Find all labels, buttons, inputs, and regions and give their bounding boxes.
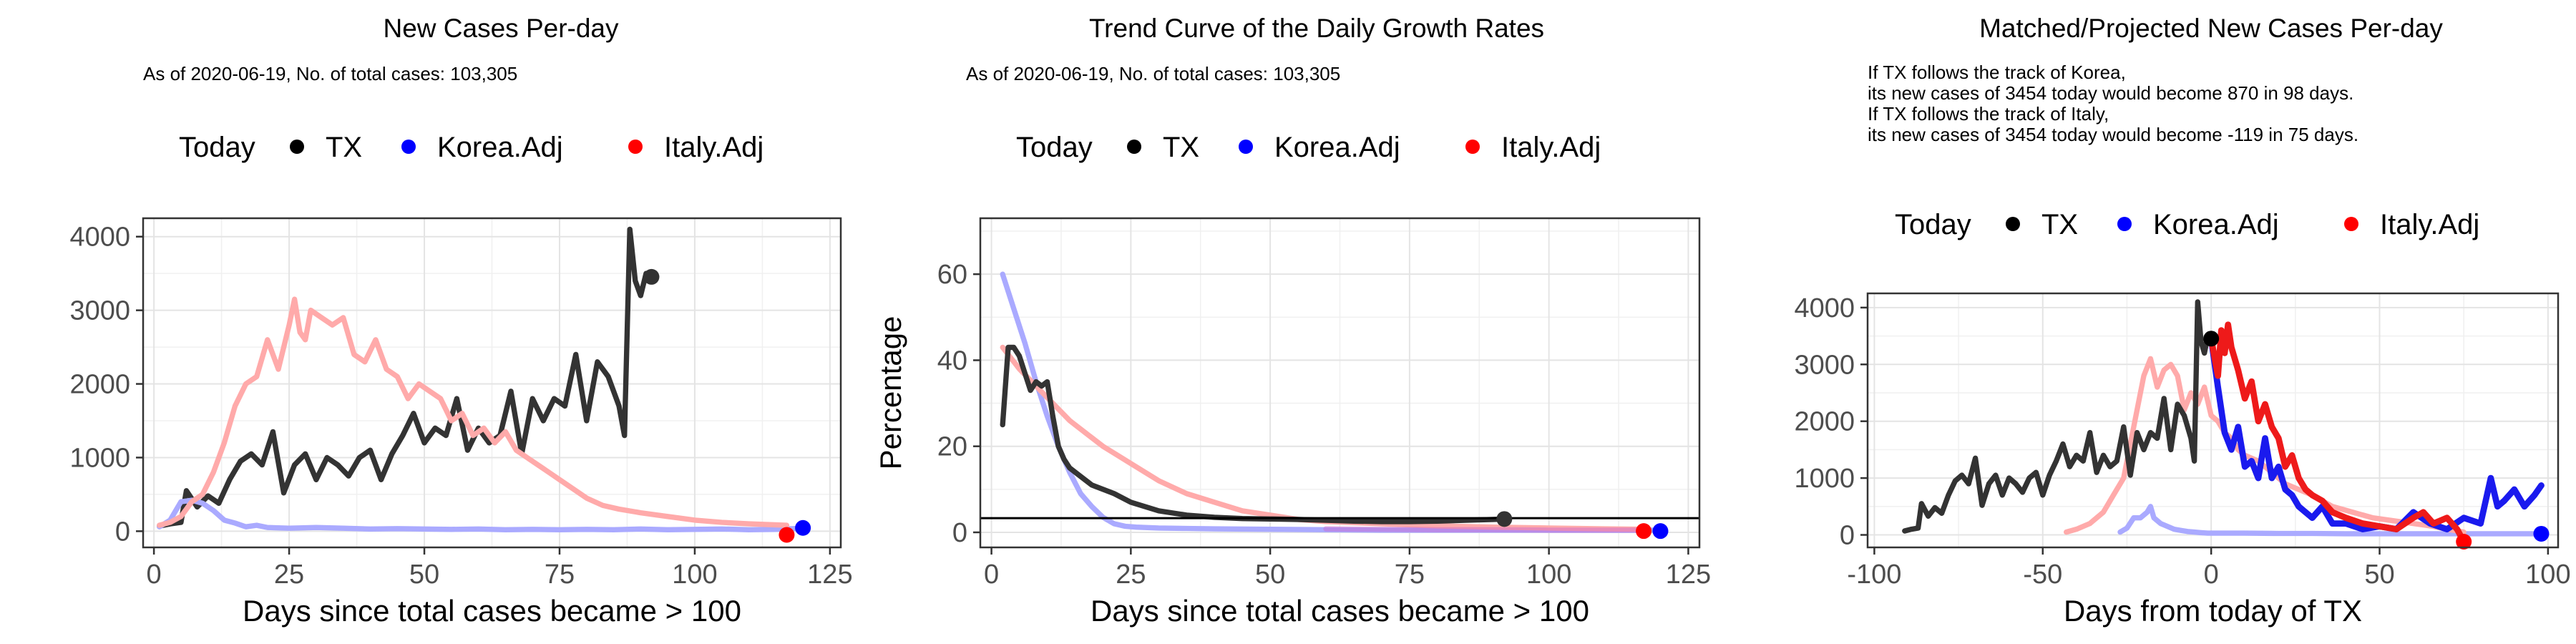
chart-title: Trend Curve of the Daily Growth Rates — [1089, 14, 1544, 43]
series-line-italy-adj-projected- — [2207, 321, 2467, 545]
chart-title: New Cases Per-day — [383, 14, 619, 43]
y-tick-label: 1000 — [1794, 464, 1855, 494]
legend-marker-italy-adj — [628, 140, 643, 154]
plot-border — [142, 217, 842, 549]
legend-label: Korea.Adj — [2153, 209, 2279, 240]
today-point-tx — [643, 268, 660, 285]
legend-label: TX — [2041, 209, 2078, 240]
x-tick-label: 75 — [545, 560, 575, 590]
annotation-line: its new cases of 3454 today would become… — [1868, 124, 2358, 145]
x-tick-label: 0 — [2204, 560, 2219, 590]
y-tick-label: 3000 — [69, 296, 130, 326]
legend-marker-korea-adj — [1239, 140, 1253, 154]
x-tick-label: 0 — [984, 560, 999, 590]
y-tick-label: 4000 — [1794, 293, 1855, 323]
legend-label: Korea.Adj — [437, 132, 563, 163]
x-tick-label: 100 — [672, 560, 717, 590]
series-line-italy-adj — [157, 296, 790, 528]
annotation-line: its new cases of 3454 today would become… — [1868, 82, 2353, 104]
y-tick-label: 2000 — [69, 370, 130, 400]
x-axis-title: Days since total cases became > 100 — [243, 594, 741, 628]
series-line-italy-adj-past- — [2064, 356, 2467, 535]
y-tick-label: 0 — [115, 517, 130, 547]
x-tick-label: 50 — [1255, 560, 1285, 590]
legend-label: TX — [326, 132, 362, 163]
y-tick-label: 4000 — [69, 223, 130, 253]
x-axis-title: Days since total cases became > 100 — [1091, 594, 1589, 628]
x-tick-label: 125 — [1666, 560, 1711, 590]
y-tick-label: 40 — [937, 346, 967, 376]
today-point-tx — [2203, 331, 2220, 347]
x-tick-label: 50 — [2364, 560, 2394, 590]
panel-projected: Matched/Projected New Cases Per-day If TX… — [1717, 0, 2576, 644]
x-tick-label: 0 — [147, 560, 162, 590]
series-line-korea-adj — [157, 497, 806, 532]
legend-marker-korea-adj — [2117, 217, 2132, 231]
legend-marker-tx — [290, 140, 304, 154]
legend-label: Italy.Adj — [1501, 132, 1601, 163]
x-tick-label: 100 — [2525, 560, 2570, 590]
y-tick-label: 0 — [1840, 521, 1855, 551]
chart-new-cases: New Cases Per-day As of 2020-06-19, No. o… — [69, 14, 852, 628]
panel-new-cases: New Cases Per-day As of 2020-06-19, No. o… — [0, 0, 859, 644]
annotation-line: If TX follows the track of Korea, — [1868, 62, 2126, 83]
y-tick-label: 60 — [937, 260, 967, 290]
series-line-italy-adj — [1000, 344, 1646, 532]
x-tick-label: 50 — [409, 560, 439, 590]
chart-title: Matched/Projected New Cases Per-day — [1979, 14, 2443, 43]
today-point-italy-adj — [779, 527, 795, 543]
chart-subtitle: As of 2020-06-19, No. of total cases: 10… — [143, 63, 517, 84]
y-axis-title: Percentage — [874, 316, 907, 470]
legend-label: TX — [1163, 132, 1199, 163]
y-tick-label: 20 — [937, 432, 967, 462]
today-point-korea-adj — [1652, 523, 1669, 540]
legend-title: Today — [1016, 132, 1093, 163]
legend-marker-italy-adj — [1465, 140, 1480, 154]
series-line-tx — [1000, 344, 1507, 525]
y-tick-label: 3000 — [1794, 350, 1855, 380]
legend-marker-italy-adj — [2344, 217, 2358, 231]
series-line-korea-adj-projected- — [2207, 335, 2545, 532]
today-point-korea-adj — [2533, 525, 2550, 542]
panel-growth-rates: Trend Curve of the Daily Growth Rates As … — [859, 0, 1717, 644]
series-line-italy-adj-blend — [1323, 526, 1646, 533]
x-tick-label: 25 — [274, 560, 304, 590]
x-tick-label: -50 — [2023, 560, 2062, 590]
legend-title: Today — [179, 132, 255, 163]
today-point-italy-adj — [1636, 523, 1652, 540]
x-axis-title: Days from today of TX — [2064, 594, 2362, 628]
x-tick-label: 125 — [807, 560, 852, 590]
series-line-korea-adj — [1000, 271, 1664, 533]
series-line-tx — [157, 226, 655, 529]
legend-label: Korea.Adj — [1274, 132, 1400, 163]
legend-label: Italy.Adj — [664, 132, 763, 163]
chart-subtitle: As of 2020-06-19, No. of total cases: 10… — [966, 63, 1340, 84]
chart-growth-rates: Trend Curve of the Daily Growth Rates As … — [874, 14, 1711, 628]
chart-projected: Matched/Projected New Cases Per-day If TX… — [1794, 14, 2570, 628]
series-line-korea-adj-past- — [2117, 504, 2545, 537]
y-tick-label: 1000 — [69, 443, 130, 473]
legend-label: Italy.Adj — [2380, 209, 2479, 240]
x-tick-label: 75 — [1395, 560, 1425, 590]
today-point-italy-adj — [2456, 533, 2472, 550]
legend-marker-korea-adj — [401, 140, 416, 154]
x-tick-label: 100 — [1526, 560, 1571, 590]
series-line-tx — [1902, 299, 2214, 534]
y-tick-label: 0 — [952, 518, 967, 548]
legend-title: Today — [1895, 209, 1971, 240]
legend-marker-tx — [1127, 140, 1141, 154]
legend-marker-tx — [2006, 217, 2020, 231]
annotation-line: If TX follows the track of Italy, — [1868, 103, 2109, 125]
plot-border — [979, 217, 1701, 549]
x-tick-label: -100 — [1847, 560, 1901, 590]
today-point-korea-adj — [795, 519, 811, 536]
y-tick-label: 2000 — [1794, 407, 1855, 437]
x-tick-label: 25 — [1116, 560, 1146, 590]
today-point-tx — [1496, 511, 1513, 527]
